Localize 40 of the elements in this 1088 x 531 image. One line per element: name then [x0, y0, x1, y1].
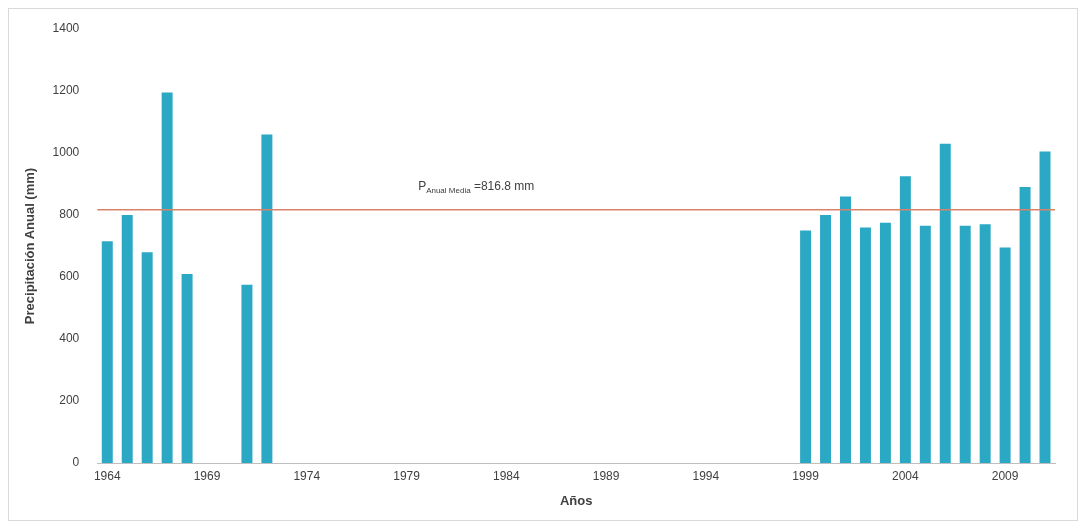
y-tick-label: 600 — [59, 269, 80, 284]
bar — [1039, 151, 1051, 463]
bar — [181, 273, 193, 463]
y-tick-label: 200 — [59, 393, 80, 408]
x-tick-label: 2009 — [991, 468, 1019, 483]
bar — [121, 215, 133, 463]
bar — [999, 247, 1011, 463]
bar — [161, 92, 173, 463]
x-tick-label: 1999 — [792, 468, 820, 483]
bar — [899, 176, 911, 463]
x-axis-title: Años — [559, 492, 593, 508]
x-tick-label: 1969 — [193, 468, 221, 483]
bar — [859, 227, 871, 463]
bar — [939, 143, 951, 463]
y-tick-label: 800 — [59, 207, 80, 222]
bar — [800, 230, 812, 463]
x-tick-label: 2004 — [892, 468, 920, 483]
bar — [820, 215, 832, 463]
y-tick-label: 0 — [72, 455, 80, 470]
y-tick-label: 1200 — [52, 83, 80, 98]
x-tick-label: 1974 — [293, 468, 321, 483]
y-tick-label: 400 — [59, 331, 80, 346]
bar — [919, 225, 931, 463]
bar — [979, 224, 991, 463]
bar — [959, 225, 971, 463]
x-tick-label: 1964 — [93, 468, 121, 483]
bar — [241, 284, 253, 463]
x-tick-label: 1984 — [492, 468, 520, 483]
bar — [879, 222, 891, 463]
y-axis-title: Precipitación Anual (mm) — [22, 167, 38, 325]
bar — [141, 252, 153, 463]
x-tick-label: 1989 — [592, 468, 620, 483]
x-tick-label: 1994 — [692, 468, 720, 483]
bar — [101, 241, 113, 463]
y-tick-label: 1400 — [52, 21, 80, 36]
bar — [261, 134, 273, 463]
x-tick-label: 1979 — [393, 468, 421, 483]
bar — [1019, 187, 1031, 463]
bar — [840, 196, 851, 463]
y-tick-label: 1000 — [52, 145, 80, 160]
